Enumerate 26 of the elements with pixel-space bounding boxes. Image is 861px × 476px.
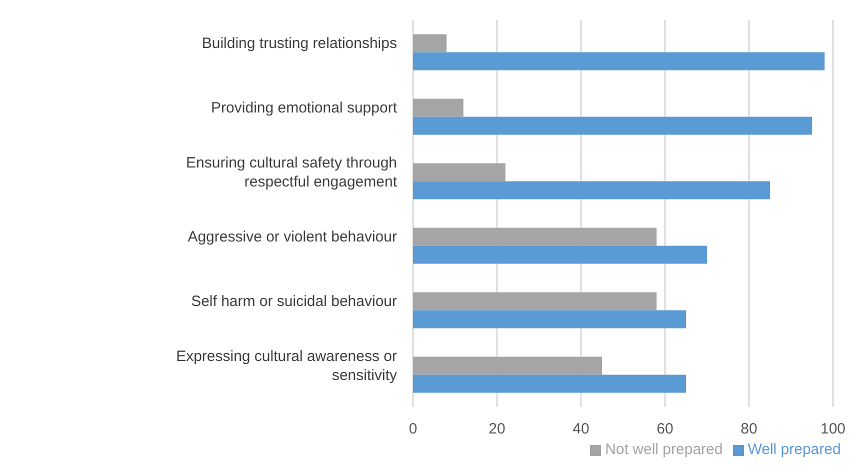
bar — [413, 310, 686, 328]
legend-label: Not well prepared — [605, 441, 723, 458]
x-tick-label: 0 — [408, 420, 418, 438]
bar — [413, 163, 506, 182]
bar — [413, 228, 657, 246]
y-tick-label: Providing emotional support — [211, 100, 398, 117]
bar — [413, 52, 825, 70]
y-tick-label: Aggressive or violent behaviour — [188, 228, 397, 246]
bar — [413, 98, 464, 117]
y-tick-label: Self harm or suicidal behaviour — [191, 293, 397, 310]
bar — [413, 116, 812, 135]
legend-label: Well prepared — [748, 441, 841, 458]
x-tick-label: 60 — [656, 420, 674, 438]
x-tick-label: 20 — [488, 420, 506, 438]
bar — [413, 292, 657, 310]
bar — [413, 356, 602, 375]
bar — [413, 374, 686, 393]
x-tick-label: 100 — [820, 420, 846, 438]
y-tick-label: Expressing cultural awareness or sensitivity — [176, 348, 398, 384]
y-tick-label: Ensuring cultural safety through respectful engagement — [186, 154, 398, 191]
bar — [413, 34, 447, 52]
bar — [413, 181, 770, 200]
y-tick-label: Building trusting relationships — [202, 35, 397, 52]
x-tick-label: 80 — [740, 420, 758, 438]
x-tick-label: 40 — [572, 420, 590, 438]
bar — [413, 246, 707, 264]
